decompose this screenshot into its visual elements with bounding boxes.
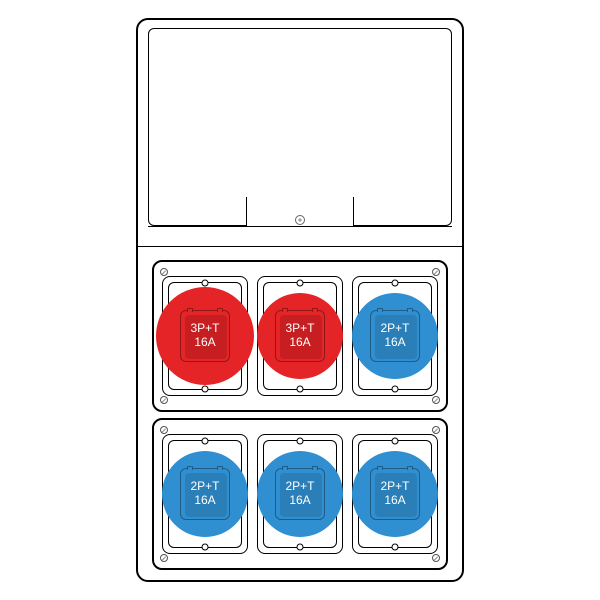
plate-screw (392, 543, 399, 550)
cap-notch (187, 466, 193, 470)
connector-cap: 2P+T 16A (370, 310, 420, 362)
plate-screw (202, 280, 209, 287)
cap-notch (407, 308, 413, 312)
panel-screw (160, 268, 168, 276)
plate-screw (202, 543, 209, 550)
panel-screw (432, 554, 440, 562)
plate-screw (392, 438, 399, 445)
panel-screw (432, 426, 440, 434)
socket-rating-label: 2P+T 16A (285, 480, 314, 508)
plate-screw (392, 385, 399, 392)
panel-screw (160, 554, 168, 562)
connector-cap: 3P+T 16A (275, 310, 325, 362)
panel-screw (432, 268, 440, 276)
cap-notch (282, 308, 288, 312)
cap-notch (282, 466, 288, 470)
plate-screw (297, 543, 304, 550)
distribution-box: 3P+T 16A 3P+T 16A 2P+T 16A 2P+T 16A 2P+T 16A… (0, 0, 600, 600)
cap-notch (377, 466, 383, 470)
socket-rating-label: 2P+T 16A (190, 480, 219, 508)
plate-screw (202, 438, 209, 445)
socket-rating-label: 3P+T 16A (190, 322, 219, 350)
panel-screw (160, 426, 168, 434)
socket-rating-label: 3P+T 16A (285, 322, 314, 350)
plate-screw (297, 280, 304, 287)
cap-notch (217, 466, 223, 470)
cap-notch (187, 308, 193, 312)
connector-cap: 3P+T 16A (180, 310, 230, 362)
plate-screw (297, 438, 304, 445)
connector-cap: 2P+T 16A (180, 468, 230, 520)
plate-screw (297, 385, 304, 392)
socket-rating-label: 2P+T 16A (380, 480, 409, 508)
connector-cap: 2P+T 16A (370, 468, 420, 520)
divider (137, 246, 463, 247)
plate-screw (392, 280, 399, 287)
hinge-line-left (148, 226, 246, 227)
panel-screw (160, 396, 168, 404)
cap-notch (312, 466, 318, 470)
cap-notch (312, 308, 318, 312)
socket-rating-label: 2P+T 16A (380, 322, 409, 350)
cap-notch (217, 308, 223, 312)
cap-notch (377, 308, 383, 312)
connector-cap: 2P+T 16A (275, 468, 325, 520)
hinge-line-right (354, 226, 452, 227)
cap-notch (407, 466, 413, 470)
panel-screw (432, 396, 440, 404)
latch-screw (295, 215, 305, 225)
plate-screw (202, 385, 209, 392)
